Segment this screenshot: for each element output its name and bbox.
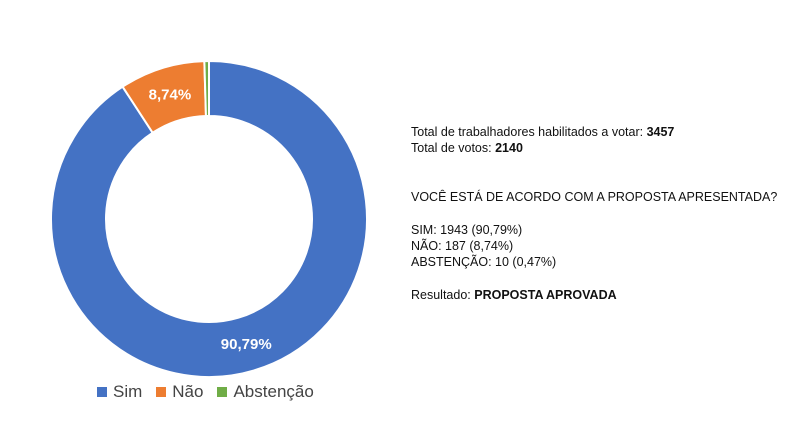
- legend-label-sim: Sim: [113, 382, 143, 401]
- chart-legend: Sim Não Abstenção: [97, 382, 314, 402]
- yes-line: SIM: 1943 (90,79%): [411, 223, 523, 237]
- result-value: PROPOSTA APROVADA: [474, 288, 617, 302]
- eligible-line: Total de trabalhadores habilitados a vot…: [411, 124, 791, 140]
- slice-sim: [50, 59, 368, 378]
- result-label: Resultado:: [411, 288, 471, 302]
- abstention-line: ABSTENÇÃO: 10 (0,47%): [411, 255, 557, 269]
- legend-item-nao: Não: [156, 382, 203, 402]
- slice-label-sim: 90,79%: [221, 336, 272, 353]
- eligible-label: Total de trabalhadores habilitados a vot…: [411, 125, 644, 139]
- donut-chart: 90,79% 8,74%: [50, 59, 368, 378]
- votes-line: Total de votos: 2140: [411, 140, 791, 156]
- no-line: NÃO: 187 (8,74%): [411, 239, 514, 253]
- donut-chart-area: 90,79% 8,74% Sim Não Abstenção: [50, 59, 368, 402]
- votes-label: Total de votos:: [411, 141, 492, 155]
- legend-swatch-abstencao: [217, 387, 228, 397]
- legend-swatch-nao: [156, 387, 167, 397]
- slice-abstencao: [203, 59, 210, 118]
- legend-swatch-sim: [97, 387, 107, 397]
- question-text: VOCÊ ESTÁ DE ACORDO COM A PROPOSTA APRES…: [411, 190, 778, 204]
- vote-summary: Total de trabalhadores habilitados a vot…: [411, 124, 791, 303]
- legend-item-abstencao: Abstenção: [217, 382, 314, 402]
- slice-label-nao: 8,74%: [149, 86, 192, 103]
- legend-item-sim: Sim: [97, 382, 142, 402]
- legend-label-nao: Não: [172, 382, 204, 401]
- eligible-value: 3457: [646, 125, 675, 139]
- votes-value: 2140: [495, 141, 523, 155]
- legend-label-abstencao: Abstenção: [233, 382, 314, 401]
- result-line: Resultado: PROPOSTA APROVADA: [411, 287, 791, 303]
